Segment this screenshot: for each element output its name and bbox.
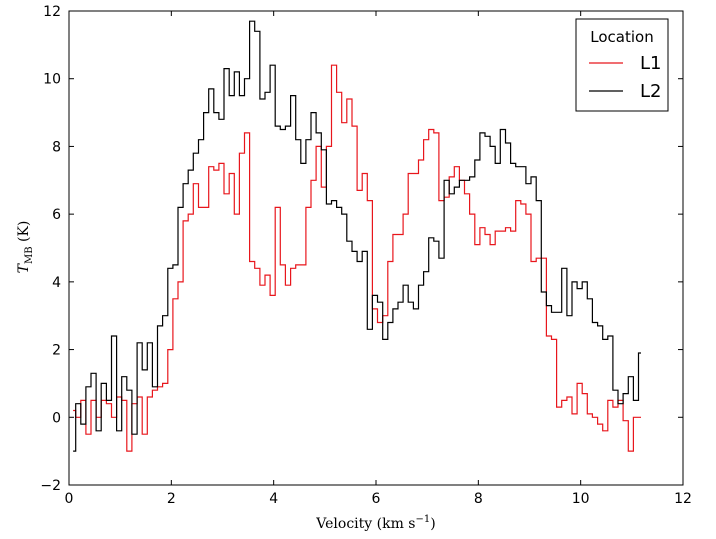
series-l2 — [73, 20, 641, 452]
y-axis-label: TMB (K) — [16, 221, 35, 274]
y-tick-label: 2 — [52, 343, 61, 359]
x-tick-label: 4 — [269, 491, 278, 507]
y-tick-label: 10 — [43, 72, 61, 88]
y-tick-label: 0 — [52, 410, 61, 426]
x-tick-label: 12 — [674, 491, 692, 507]
y-tick-label: 12 — [43, 4, 61, 20]
x-axis-label-main: Velocity (km s — [315, 516, 415, 532]
legend-label-l1: L1 — [640, 53, 661, 74]
y-tick-label: 6 — [52, 207, 61, 223]
series-l1 — [73, 64, 641, 452]
y-tick-label: 8 — [52, 139, 61, 155]
y-axis-label-sub: MB — [24, 246, 35, 264]
y-tick-label: −2 — [40, 478, 61, 494]
legend: Location L1 L2 — [575, 18, 669, 112]
x-tick-label: 8 — [474, 491, 483, 507]
x-tick-label: 10 — [572, 491, 590, 507]
legend-label-l2: L2 — [640, 81, 661, 102]
x-axis-label: Velocity (km s−1) — [315, 514, 435, 532]
x-tick-label: 0 — [65, 491, 74, 507]
legend-title: Location — [590, 28, 653, 46]
x-axis-label-close: ) — [430, 516, 435, 532]
legend-box — [575, 18, 669, 112]
x-tick-label: 6 — [372, 491, 381, 507]
y-axis-label-unit: (K) — [16, 221, 32, 247]
series-lines — [73, 20, 641, 452]
y-axis-label-main: T — [16, 262, 32, 273]
x-tick-label: 2 — [167, 491, 176, 507]
y-tick-label: 4 — [52, 275, 61, 291]
x-axis-label-sup: −1 — [415, 514, 430, 525]
